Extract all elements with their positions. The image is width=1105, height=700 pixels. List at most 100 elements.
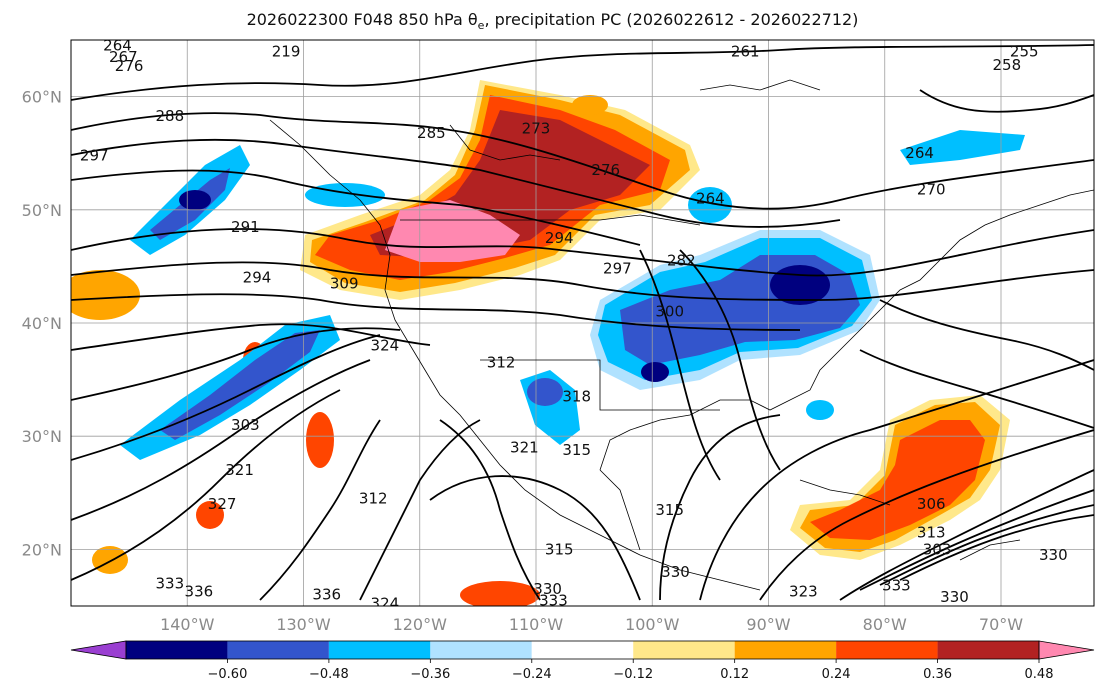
longitude-tick-label: 120°W xyxy=(393,615,448,634)
colorbar-segment xyxy=(633,641,735,659)
contour-label: 330 xyxy=(1039,546,1068,564)
contour-label: 336 xyxy=(312,586,341,604)
latitude-tick-label: 20°N xyxy=(22,540,62,559)
colorbar-segment xyxy=(126,641,228,659)
positive-anomaly-region xyxy=(460,581,540,606)
contour-label: 330 xyxy=(533,580,562,598)
latitude-axis-labels: 20°N 30°N 40°N 50°N 60°N xyxy=(22,88,62,560)
contour-label: 321 xyxy=(225,461,254,479)
colorbar-extend-max xyxy=(1038,640,1095,660)
negative-anomaly-region xyxy=(641,362,669,382)
negative-anomaly-region xyxy=(688,187,732,223)
coastlines xyxy=(269,79,1094,591)
contour-label: 285 xyxy=(417,124,446,142)
longitude-tick-label: 130°W xyxy=(276,615,331,634)
colorbar-tick-label: 0.12 xyxy=(720,667,749,682)
latitude-tick-label: 50°N xyxy=(22,201,62,220)
map-title: 2026022300 F048 850 hPa θe, precipitatio… xyxy=(246,10,859,33)
contour-label: 264 xyxy=(905,144,934,162)
positive-anomaly-region xyxy=(810,420,985,540)
contour-label: 313 xyxy=(917,523,946,541)
contour-label: 300 xyxy=(655,303,684,321)
latitude-tick-label: 60°N xyxy=(22,88,62,107)
colorbar-tick-label: −0.36 xyxy=(410,667,450,682)
colorbar-tick-label: 0.24 xyxy=(822,667,851,682)
contour-label: 327 xyxy=(208,495,237,513)
colorbar-tick-label: −0.60 xyxy=(208,667,248,682)
graticule xyxy=(71,40,1094,606)
positive-anomaly-region xyxy=(196,501,224,529)
colorbar-frame xyxy=(125,640,1040,660)
longitude-tick-label: 140°W xyxy=(160,615,215,634)
colorbar-tick-label: −0.48 xyxy=(309,667,349,682)
contour-label: 333 xyxy=(539,591,568,609)
contour-label: 276 xyxy=(115,57,144,75)
longitude-axis-labels: 140°W 130°W 120°W 110°W 100°W 90°W 80°W 70°W xyxy=(160,615,1023,634)
latitude-tick-label: 40°N xyxy=(22,314,62,333)
colorbar-extend-min xyxy=(70,640,127,660)
contour-label: 264 xyxy=(103,37,132,55)
longitude-tick-label: 70°W xyxy=(979,615,1023,634)
contour-label: 330 xyxy=(940,588,969,606)
map-frame xyxy=(70,39,1095,607)
contour-label: 288 xyxy=(155,107,184,125)
contour-label: 282 xyxy=(667,252,696,270)
contour-label: 324 xyxy=(371,337,400,355)
contour-label: 306 xyxy=(917,495,946,513)
contour-label: 219 xyxy=(272,42,301,60)
colorbar-tick-label: 0.36 xyxy=(923,667,952,682)
colorbar: −0.60 −0.48 −0.36 −0.24 −0.12 0.12 0.24 0.36 0.4… xyxy=(70,640,1095,682)
negative-anomaly-region xyxy=(527,378,563,406)
contour-label: 297 xyxy=(80,146,109,164)
colorbar-segment xyxy=(531,641,634,659)
contour-label: 323 xyxy=(789,582,818,600)
contour-label: 315 xyxy=(655,501,684,519)
contour-label: 324 xyxy=(371,595,400,613)
longitude-tick-label: 110°W xyxy=(509,615,564,634)
contour-label: 318 xyxy=(562,388,591,406)
contour-label: 321 xyxy=(510,439,539,457)
contour-label: 273 xyxy=(522,119,551,137)
colorbar-segment xyxy=(328,641,431,659)
positive-anomaly-region xyxy=(572,95,608,115)
colorbar-segment xyxy=(836,641,938,659)
precipitation-shading xyxy=(71,80,1025,606)
contour-label: 294 xyxy=(545,229,574,247)
contour-label: 294 xyxy=(243,269,272,287)
contour-label: 333 xyxy=(155,574,184,592)
contour-label: 297 xyxy=(603,260,632,278)
colorbar-segment xyxy=(227,641,329,659)
colorbar-tick-label: −0.12 xyxy=(613,667,653,682)
colorbar-tick-label: −0.24 xyxy=(512,667,552,682)
latitude-tick-label: 30°N xyxy=(22,427,62,446)
longitude-tick-label: 100°W xyxy=(625,615,680,634)
colorbar-segment xyxy=(734,641,837,659)
negative-anomaly-region xyxy=(179,190,211,210)
contour-label: 309 xyxy=(330,274,359,292)
contour-label: 255 xyxy=(1010,42,1039,60)
negative-anomaly-region xyxy=(806,400,834,420)
contour-label: 333 xyxy=(882,577,911,595)
contour-label: 303 xyxy=(231,416,260,434)
contour-label: 312 xyxy=(487,354,516,372)
contour-label: 276 xyxy=(591,161,620,179)
contour-label: 267 xyxy=(109,48,138,66)
contour-label: 315 xyxy=(545,540,574,558)
contour-label: 330 xyxy=(661,563,690,581)
contour-label: 291 xyxy=(231,218,260,236)
negative-anomaly-region xyxy=(900,130,1025,165)
contour-label: 258 xyxy=(992,56,1021,74)
contour-label: 336 xyxy=(185,582,214,600)
positive-anomaly-region xyxy=(71,270,140,320)
colorbar-segment xyxy=(937,641,1039,659)
contour-label: 315 xyxy=(562,441,591,459)
colorbar-segment xyxy=(430,641,532,659)
positive-anomaly-region xyxy=(306,412,334,468)
colorbar-tick-label: 0.48 xyxy=(1025,667,1054,682)
longitude-tick-label: 80°W xyxy=(863,615,907,634)
theta-e-contours xyxy=(71,44,1094,601)
longitude-tick-label: 90°W xyxy=(746,615,790,634)
contour-label: 270 xyxy=(917,180,946,198)
